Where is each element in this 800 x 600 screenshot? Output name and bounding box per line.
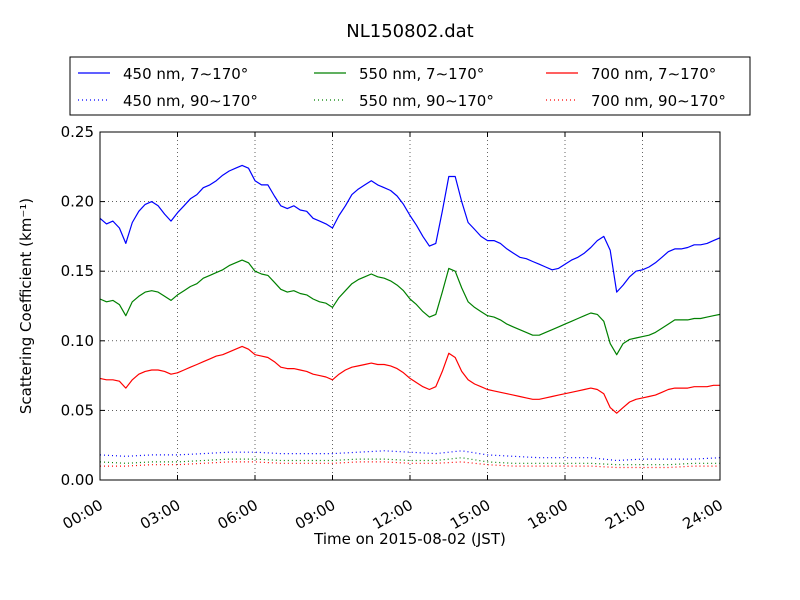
x-tick-label: 00:00 — [60, 496, 106, 533]
legend: 450 nm, 7∼170° 550 nm, 7∼170° 700 nm, 7∼17… — [69, 56, 751, 116]
legend-label: 550 nm, 7∼170° — [359, 65, 484, 83]
series-line — [99, 259, 721, 356]
legend-label: 450 nm, 7∼170° — [123, 65, 248, 83]
series-line — [99, 164, 721, 293]
plot-area: 00:00 03:00 06:00 09:00 12:00 15:00 18:00 21:00… — [60, 123, 726, 533]
y-axis-label: Scattering Coefficient (km⁻¹) — [17, 198, 35, 414]
chart-title: NL150802.dat — [346, 21, 473, 42]
x-tick-label: 09:00 — [292, 496, 338, 533]
legend-label: 450 nm, 90∼170° — [123, 92, 258, 110]
legend-label: 700 nm, 7∼170° — [591, 65, 716, 83]
x-tick-label: 03:00 — [137, 496, 183, 533]
series-line — [99, 457, 720, 466]
y-tick-label: 0.00 — [61, 471, 94, 489]
x-axis-label: Time on 2015-08-02 (JST) — [313, 530, 506, 548]
y-tick-label: 0.20 — [61, 193, 94, 211]
x-tick-label: 15:00 — [447, 496, 493, 533]
y-tick-label: 0.15 — [61, 262, 94, 280]
x-tick-label: 21:00 — [602, 496, 648, 533]
x-tick-label: 18:00 — [525, 496, 571, 533]
x-tick-label: 06:00 — [215, 496, 261, 533]
x-tick-label: 12:00 — [370, 496, 416, 533]
y-tick-label: 0.25 — [61, 123, 94, 141]
series-line — [99, 345, 720, 414]
legend-frame — [69, 56, 751, 116]
y-tick-label: 0.05 — [61, 401, 94, 419]
y-tick-label: 0.10 — [61, 332, 94, 350]
legend-label: 700 nm, 90∼170° — [591, 92, 726, 110]
legend-label: 550 nm, 90∼170° — [359, 92, 494, 110]
x-tick-label: 24:00 — [680, 496, 726, 533]
